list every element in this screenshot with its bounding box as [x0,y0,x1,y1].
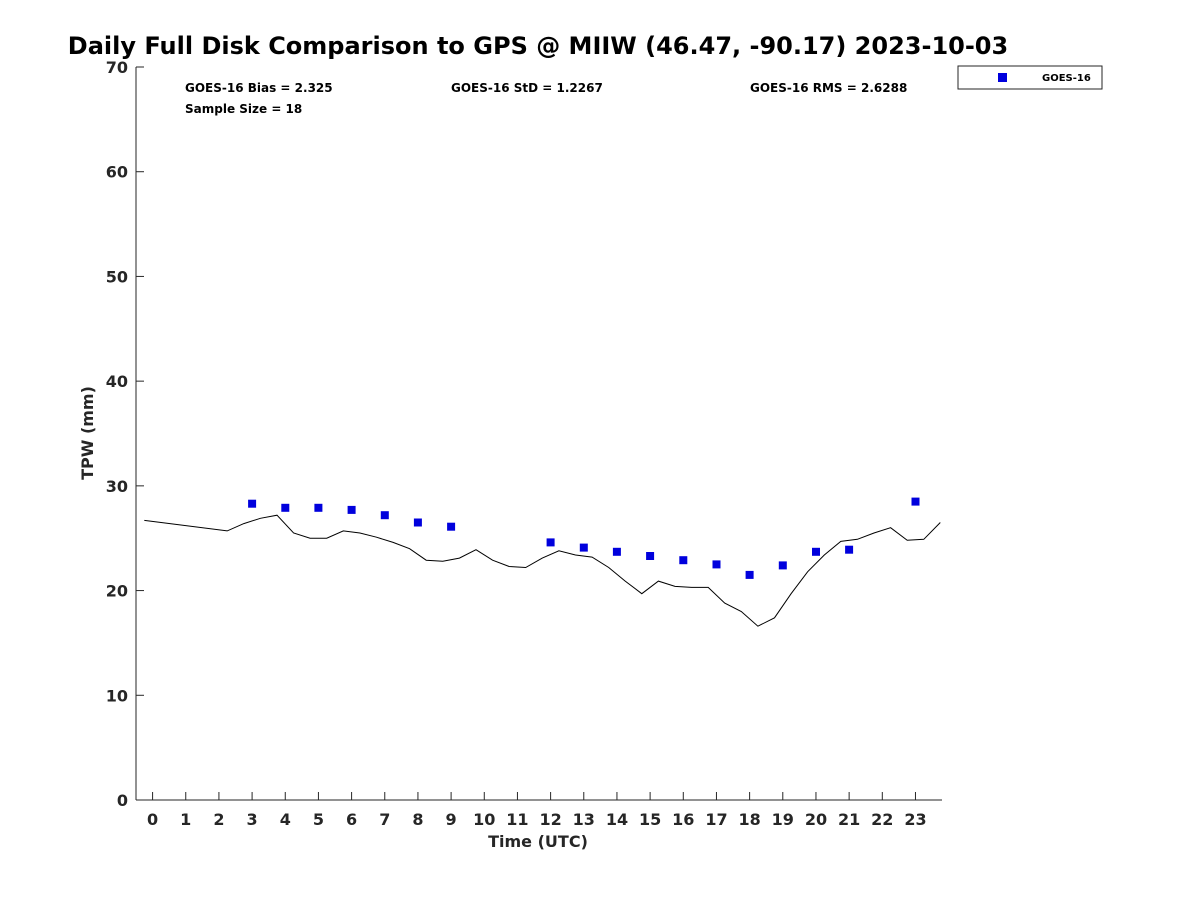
legend-label-goes16: GOES-16 [1042,73,1091,84]
y-tick-label: 20 [106,582,128,601]
goes16-point [778,561,787,570]
x-tick-label: 21 [838,810,860,829]
x-tick-label: 10 [473,810,495,829]
x-tick-label: 8 [412,810,423,829]
plot-area [144,497,941,627]
x-tick-label: 22 [871,810,893,829]
goes16-point [911,497,920,506]
y-tick-label: 30 [106,477,128,496]
x-tick-label: 3 [247,810,258,829]
x-tick-label: 23 [904,810,926,829]
y-tick-label: 40 [106,372,128,391]
x-tick-label: 14 [606,810,628,829]
goes16-point [579,543,588,552]
goes16-point [380,511,389,520]
x-tick-label: 4 [280,810,291,829]
goes16-point [447,522,456,531]
x-tick-label: 18 [738,810,760,829]
x-tick-label: 17 [705,810,727,829]
x-tick-label: 9 [446,810,457,829]
goes16-point [248,499,257,508]
stat-sample-size: Sample Size = 18 [185,102,302,116]
y-axis-label: TPW (mm) [78,386,97,480]
y-tick-label: 60 [106,163,128,182]
goes16-point [612,547,621,556]
y-tick-label: 70 [106,58,128,77]
stat-std: GOES-16 StD = 1.2267 [451,81,603,95]
goes16-point [646,552,655,560]
goes16-point [812,547,820,556]
x-tick-label: 15 [639,810,661,829]
chart-title: Daily Full Disk Comparison to GPS @ MIIW… [68,32,1008,60]
x-tick-label: 13 [573,810,595,829]
y-tick-label: 50 [106,267,128,286]
goes16-point [845,545,854,554]
goes16-point [347,505,356,514]
legend-box [957,65,1103,90]
x-tick-label: 11 [506,810,528,829]
stat-bias: GOES-16 Bias = 2.325 [185,81,333,95]
goes16-series [248,497,920,579]
x-tick-label: 20 [805,810,827,829]
x-tick-label: 7 [379,810,390,829]
y-tick-label: 0 [117,791,128,810]
goes16-point [314,503,323,512]
x-tick-label: 0 [147,810,158,829]
goes16-point [281,503,290,512]
x-tick-label: 12 [539,810,561,829]
y-tick-label: 10 [106,686,128,705]
x-tick-label: 2 [213,810,224,829]
legend: GOES-16 [957,65,1103,90]
x-tick-label: 1 [180,810,191,829]
goes16-point [679,556,688,565]
x-tick-label: 5 [313,810,324,829]
axes [135,67,942,801]
stat-rms: GOES-16 RMS = 2.6288 [750,81,907,95]
goes16-point [546,538,555,547]
goes16-point [745,570,754,579]
goes16-point [712,560,721,569]
goes16-point [413,518,422,527]
stats-block: GOES-16 Bias = 2.325 GOES-16 StD = 1.226… [185,81,907,116]
y-ticks: 0 10 20 30 40 50 60 70 [106,58,144,810]
x-ticks: 0 1 2 3 4 5 6 7 8 9 10 11 12 13 14 15 16 17 18 19 20 21 22 23 [147,792,927,829]
x-tick-label: 19 [772,810,794,829]
x-tick-label: 16 [672,810,694,829]
x-tick-label: 6 [346,810,357,829]
x-axis-label: Time (UTC) [488,832,588,851]
legend-marker-square [998,73,1007,82]
gps-series-line [144,514,941,627]
